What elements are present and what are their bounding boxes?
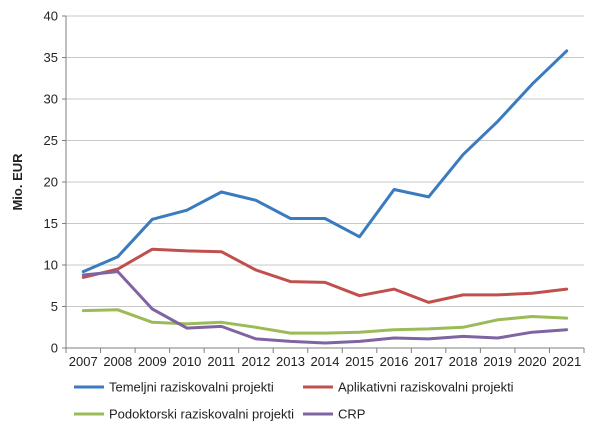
gridlines: [66, 15, 584, 307]
axes: 0 5 10 15 20 25 30 35 40 2007 2008 2009 2010 2011 2012…: [44, 9, 585, 369]
y-tick-label: 40: [44, 9, 58, 24]
x-tick-label: 2015: [345, 354, 374, 369]
y-tick-label: 10: [44, 258, 58, 273]
x-tick-label: 2007: [69, 354, 98, 369]
legend-label: Aplikativni raziskovalni projekti: [338, 380, 514, 395]
series-line-2: [81, 247, 569, 304]
legend-item: Aplikativni raziskovalni projekti: [303, 380, 514, 395]
y-tick-label: 5: [51, 299, 58, 314]
legend-item: Podoktorski raziskovalni projekti: [74, 407, 294, 422]
y-tick-label: 30: [44, 92, 58, 107]
y-tick-label: 20: [44, 175, 58, 190]
x-tick-label: 2016: [380, 354, 409, 369]
legend-item: Temeljni raziskovalni projekti: [74, 380, 274, 395]
y-axis-title: Mio. EUR: [10, 153, 25, 211]
x-tick-label: 2018: [449, 354, 478, 369]
x-tick-label: 2013: [276, 354, 305, 369]
x-tick-label: 2019: [483, 354, 512, 369]
series-line-1: [81, 49, 569, 274]
x-tick-label: 2008: [103, 354, 132, 369]
x-tick-label: 2012: [241, 354, 270, 369]
series-line-4: [81, 270, 569, 345]
y-tick-label: 35: [44, 50, 58, 65]
legend-label: Temeljni raziskovalni projekti: [109, 380, 274, 395]
x-tick-label: 2009: [138, 354, 167, 369]
legend-item: CRP: [303, 407, 365, 422]
x-tick-label: 2011: [207, 354, 235, 369]
series-lines: [81, 49, 569, 345]
legend: Temeljni raziskovalni projekti Aplikativn…: [74, 380, 514, 422]
y-tick-label: 15: [44, 216, 58, 231]
x-tick-label: 2010: [172, 354, 201, 369]
series-line-3: [81, 308, 569, 335]
x-tick-label: 2021: [552, 354, 581, 369]
legend-label: Podoktorski raziskovalni projekti: [109, 407, 294, 422]
x-tick-label: 2017: [414, 354, 443, 369]
y-tick-label: 0: [51, 341, 58, 356]
x-tick-label: 2014: [311, 354, 340, 369]
legend-label: CRP: [338, 407, 365, 422]
x-tick-label: 2020: [518, 354, 547, 369]
y-tick-label: 25: [44, 133, 58, 148]
